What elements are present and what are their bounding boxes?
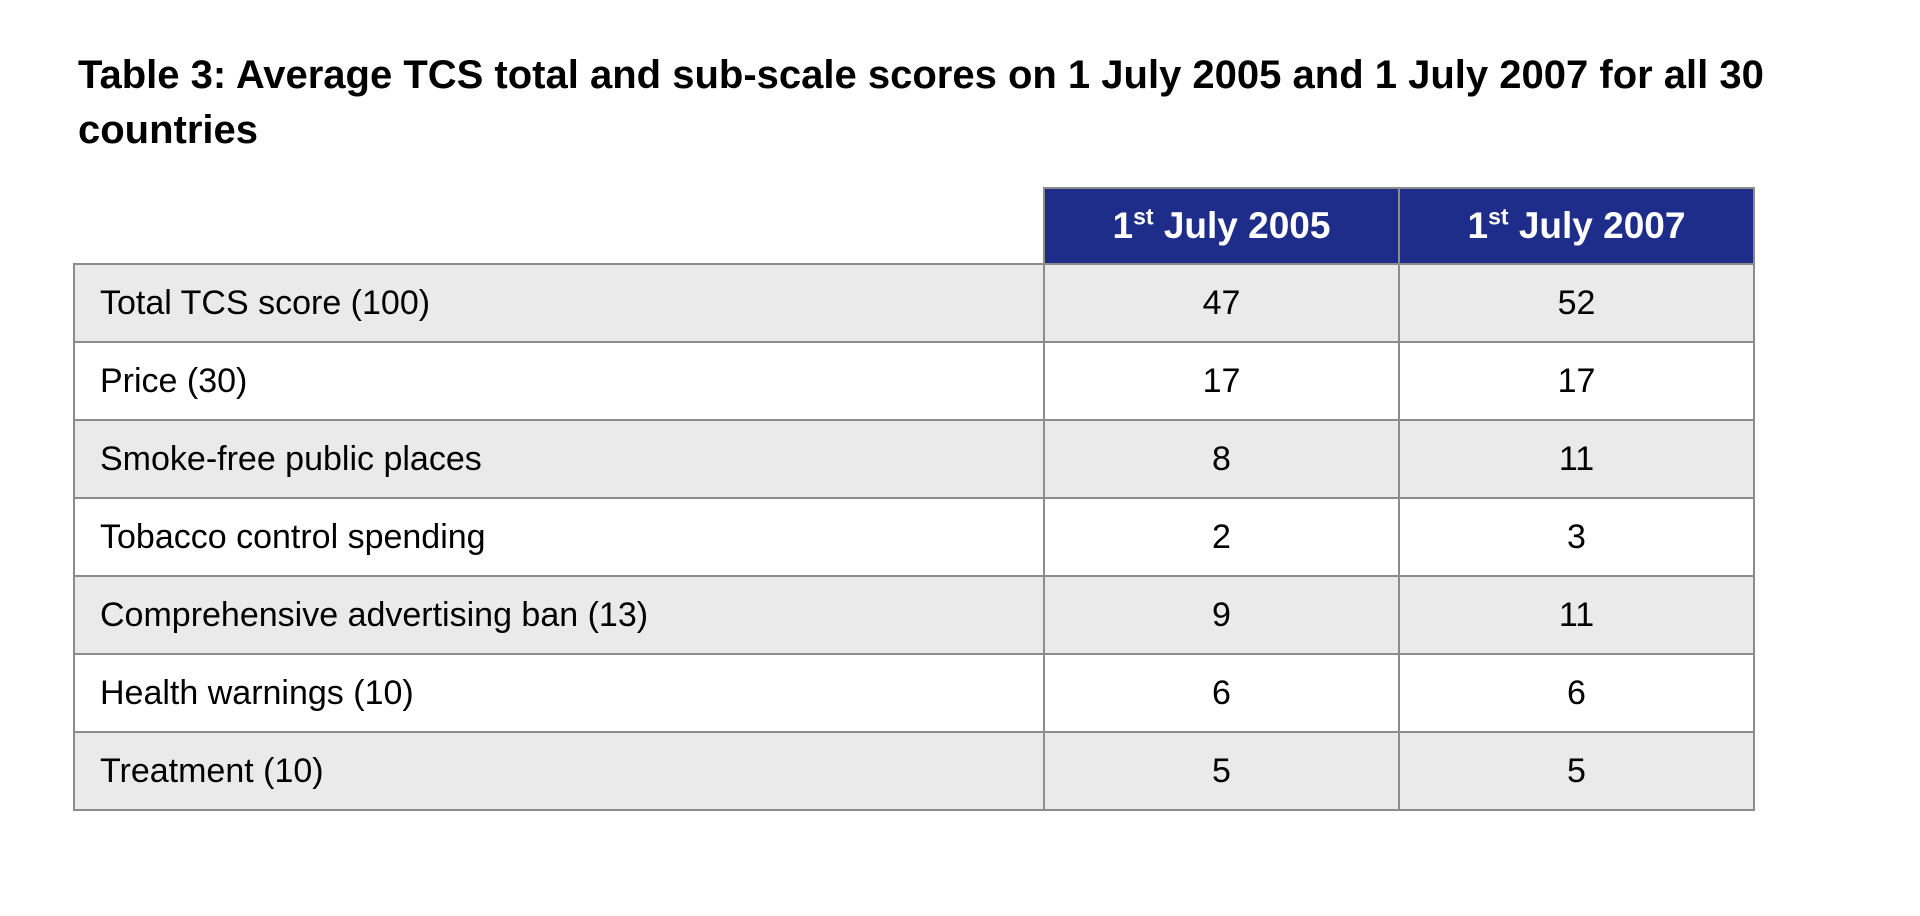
table-row: Total TCS score (100) 47 52 (73, 263, 1755, 343)
header-ordinal: st (1488, 203, 1509, 230)
table-caption-line2: countries (78, 108, 259, 152)
header-rest: July 2005 (1163, 205, 1331, 246)
row-label: Total TCS score (100) (73, 263, 1045, 343)
corner-empty-cell (74, 188, 1044, 264)
header-day: 1 (1467, 205, 1489, 246)
row-label: Smoke-free public places (73, 419, 1045, 499)
header-rest: July 2007 (1518, 205, 1686, 246)
table-row: Comprehensive advertising ban (13) 9 11 (73, 575, 1755, 655)
header-ordinal: st (1133, 203, 1154, 230)
header-row: 1st July 2005 1st July 2007 (74, 187, 1755, 265)
table-caption: Table 3: Average TCS total and sub-scale… (78, 48, 1764, 158)
scores-table: 1st July 2005 1st July 2007 Total TCS sc… (73, 187, 1755, 811)
row-label: Treatment (10) (73, 731, 1045, 811)
table-row: Price (30) 17 17 (73, 341, 1755, 421)
value-cell: 8 (1043, 419, 1400, 499)
column-header-july-2007: 1st July 2007 (1398, 187, 1755, 265)
value-cell: 5 (1398, 731, 1755, 811)
value-cell: 5 (1043, 731, 1400, 811)
row-label: Comprehensive advertising ban (13) (73, 575, 1045, 655)
row-label: Tobacco control spending (73, 497, 1045, 577)
table-row: Health warnings (10) 6 6 (73, 653, 1755, 733)
value-cell: 47 (1043, 263, 1400, 343)
table-row: Treatment (10) 5 5 (73, 731, 1755, 811)
column-header-july-2005: 1st July 2005 (1043, 187, 1400, 265)
value-cell: 17 (1043, 341, 1400, 421)
value-cell: 2 (1043, 497, 1400, 577)
value-cell: 11 (1398, 575, 1755, 655)
value-cell: 6 (1398, 653, 1755, 733)
table-caption-line1: Table 3: Average TCS total and sub-scale… (78, 53, 1764, 97)
value-cell: 9 (1043, 575, 1400, 655)
value-cell: 17 (1398, 341, 1755, 421)
value-cell: 11 (1398, 419, 1755, 499)
value-cell: 52 (1398, 263, 1755, 343)
header-day: 1 (1112, 205, 1134, 246)
table-row: Tobacco control spending 2 3 (73, 497, 1755, 577)
value-cell: 6 (1043, 653, 1400, 733)
row-label: Price (30) (73, 341, 1045, 421)
value-cell: 3 (1398, 497, 1755, 577)
row-label: Health warnings (10) (73, 653, 1045, 733)
table-row: Smoke-free public places 8 11 (73, 419, 1755, 499)
